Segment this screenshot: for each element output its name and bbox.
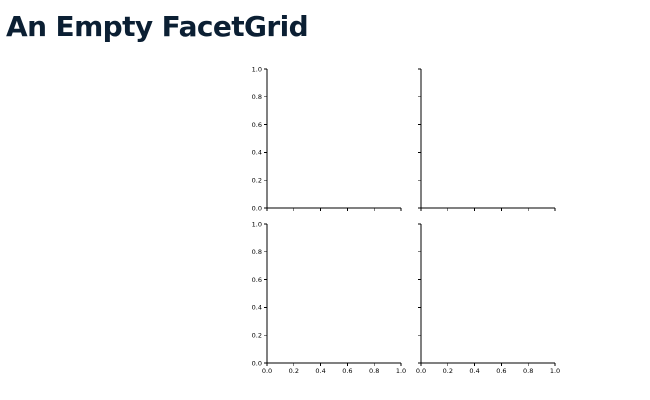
facet-r2-c1-y-tick-label: 0.0 — [252, 359, 262, 367]
facet-r2-c1-y-tick-label: 0.2 — [252, 332, 262, 340]
facet-r2-c2-x-tick-label: 0.4 — [469, 367, 479, 375]
facet-r2-c1-x-tick-label: 0.4 — [315, 367, 325, 375]
facet-r2-c2-x-tick-label: 0.6 — [496, 367, 506, 375]
facet-r2-c1-x-tick-label: 0.0 — [262, 367, 272, 375]
facet-r1-c1-y-tick-label: 0.4 — [252, 149, 262, 157]
facet-r2-c2-x-tick-label: 0.0 — [416, 367, 426, 375]
facet-r2-c2-x-tick-label: 0.8 — [523, 367, 533, 375]
facet-r1-c1-y-tick-label: 0.6 — [252, 121, 262, 129]
facet-r2-c1-y-tick-label: 0.6 — [252, 276, 262, 284]
facet-r2-c1-x-tick-label: 1.0 — [396, 367, 406, 375]
facet-r1-c1-y-tick-label: 0.8 — [252, 93, 262, 101]
facet-r2-c1-x-tick-label: 0.6 — [342, 367, 352, 375]
facet-r2-c2-x-tick-label: 1.0 — [550, 367, 560, 375]
facet-r2-c1-y-tick-label: 0.4 — [252, 304, 262, 312]
page-title: An Empty FacetGrid — [6, 10, 309, 43]
facet-r2-c1-x-tick-label: 0.2 — [289, 367, 299, 375]
facet-r1-c1-y-tick-label: 1.0 — [252, 65, 262, 73]
facet-r1-c1-y-tick-label: 0.0 — [252, 204, 262, 212]
facet-r2-c1-y-tick-label: 0.8 — [252, 248, 262, 256]
facet-r1-c1-y-tick-label: 0.2 — [252, 177, 262, 185]
facet-r2-c1-y-tick-label: 1.0 — [252, 220, 262, 228]
facet-r2-c1-x-tick-label: 0.8 — [369, 367, 379, 375]
facet-r2-c2-x-tick-label: 0.2 — [443, 367, 453, 375]
